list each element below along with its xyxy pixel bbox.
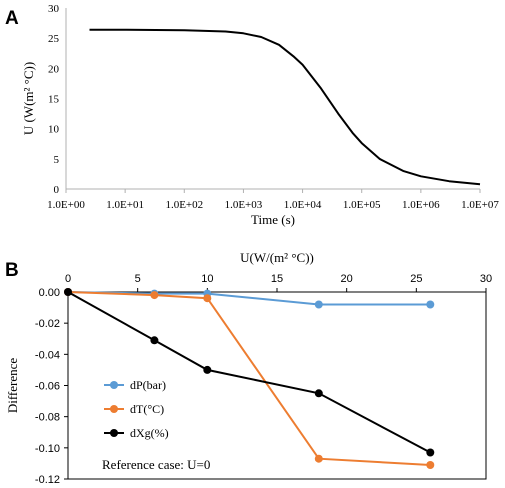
- chart-b-x-ticks: 0 5 10 15 20 25 30: [65, 273, 492, 292]
- chart-b-y-tick-label: -0.10: [35, 443, 60, 455]
- legend-label: dXg(%): [130, 426, 169, 440]
- chart-b-y-label: Difference: [5, 358, 20, 414]
- chart-a-y-tick-label: 5: [54, 154, 60, 166]
- chart-b-x-tick-label: 10: [201, 273, 213, 285]
- chart-b-annotation: Reference case: U=0: [102, 457, 210, 472]
- chart-b-x-tick-label: 30: [480, 273, 492, 285]
- chart-b-data-point: [64, 288, 72, 296]
- chart-b-series: [64, 288, 435, 469]
- chart-b-data-point: [203, 365, 212, 374]
- chart-a-x-tick-label: 1.0E+04: [284, 199, 322, 211]
- chart-b-y-tick-label: -0.06: [35, 381, 60, 393]
- chart-a-x-tick-label: 1.0E+01: [106, 199, 144, 211]
- chart-a-x-tick-label: 1.0E+00: [47, 199, 85, 211]
- chart-b-x-tick-label: 20: [341, 273, 353, 285]
- legend-swatch-marker: [110, 405, 118, 413]
- legend-label: dP(bar): [130, 378, 166, 392]
- chart-b-data-point: [314, 300, 323, 309]
- chart-b-series-2: [64, 288, 435, 457]
- legend-swatch-marker: [110, 429, 118, 437]
- legend-label: dT(°C): [130, 402, 164, 416]
- chart-a-x-tick-label: 1.0E+02: [165, 199, 203, 211]
- chart-b-series-0: [64, 288, 435, 309]
- chart-b-y-tick-label: -0.04: [35, 349, 60, 361]
- chart-a-x-ticks: 1.0E+00 1.0E+01 1.0E+02 1.0E+03 1.0E+04 1.0E+…: [47, 189, 499, 211]
- chart-b-data-point: [314, 389, 323, 398]
- chart-b-data-point: [426, 448, 435, 457]
- chart-b-data-point: [314, 454, 323, 463]
- chart-b-x-tick-label: 25: [410, 273, 422, 285]
- chart-a-y-tick-label: 25: [48, 33, 60, 45]
- chart-a-y-tick-label: 15: [48, 94, 60, 106]
- chart-a-y-label: U (W(m² °C)): [21, 62, 36, 135]
- chart-b-data-point: [150, 291, 159, 300]
- chart-a-y-ticks: 0 5 10 15 20 25 30: [48, 3, 60, 196]
- panel-label-b: B: [5, 260, 19, 281]
- chart-a-x-tick-label: 1.0E+05: [343, 199, 381, 211]
- chart-b-y-ticks: 0.00 -0.02 -0.04 -0.06 -0.08 -0.10 -0.12: [35, 287, 68, 486]
- chart-a-y-tick-label: 20: [48, 63, 60, 75]
- chart-b-series-line: [67, 291, 431, 454]
- chart-a: 1.0E+00 1.0E+01 1.0E+02 1.0E+03 1.0E+04 1.0E+…: [21, 3, 499, 227]
- chart-b-x-tick-label: 15: [271, 273, 283, 285]
- chart-a-y-tick-label: 0: [54, 184, 60, 196]
- chart-b-data-point: [203, 294, 212, 303]
- chart-a-series: [89, 28, 481, 186]
- chart-a-y-tick-label: 30: [48, 3, 60, 15]
- chart-b-x-tick-label: 0: [65, 273, 71, 285]
- chart-a-x-tick-label: 1.0E+06: [402, 199, 440, 211]
- legend-swatch-marker: [110, 381, 118, 389]
- chart-b-y-tick-label: -0.02: [35, 318, 60, 330]
- chart-b-x-tick-label: 5: [135, 273, 141, 285]
- chart-a-x-label: Time (s): [251, 212, 295, 227]
- chart-a-series-line: [89, 28, 481, 186]
- chart-a-y-tick-label: 10: [48, 124, 60, 136]
- chart-b-legend: dP(bar) dT(°C) dXg(%): [104, 378, 169, 440]
- chart-b-data-point: [426, 300, 435, 309]
- chart-a-x-tick-label: 1.0E+03: [225, 199, 263, 211]
- panel-label-a: A: [5, 8, 19, 29]
- chart-b-y-tick-label: 0.00: [39, 287, 60, 299]
- chart-b: 0 5 10 15 20 25 30 0.00 -0.02 -0.04 -0.06 -0.08 -0.…: [5, 250, 492, 486]
- chart-b-y-tick-label: -0.12: [35, 474, 60, 486]
- chart-b-y-tick-label: -0.08: [35, 412, 60, 424]
- chart-b-x-label: U(W/(m² °C)): [240, 250, 314, 265]
- chart-a-x-tick-label: 1.0E+07: [461, 199, 499, 211]
- chart-b-data-point: [150, 336, 159, 345]
- chart-b-data-point: [426, 461, 435, 469]
